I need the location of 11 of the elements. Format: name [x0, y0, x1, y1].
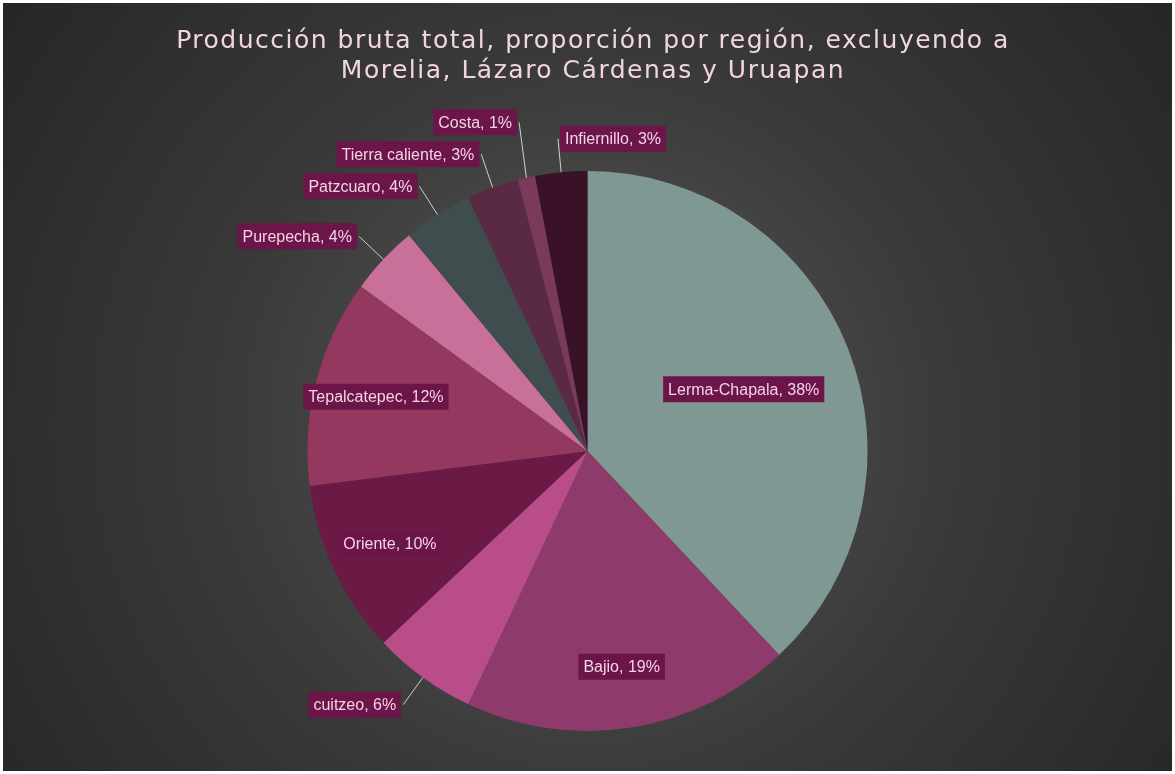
- slice-label: Purepecha, 4%: [242, 227, 352, 245]
- slice-label: Costa, 1%: [438, 113, 513, 131]
- chart-title: Producción bruta total, proporción por región, excluyendo a Morelia, Lázaro Cárdenas y Uruapan: [175, 25, 1011, 85]
- slice-label: Patzcuaro, 4%: [308, 177, 413, 195]
- slice-label: Lerma-Chapala, 38%: [668, 380, 820, 398]
- slice-label: Bajio, 19%: [583, 658, 660, 676]
- slice-label: cuitzeo, 6%: [313, 696, 397, 714]
- slice-label: Tierra caliente, 3%: [341, 145, 475, 163]
- slice-label: Infiernillo, 3%: [564, 130, 662, 148]
- slice-label: Tepalcatepec, 12%: [308, 388, 444, 406]
- slice-label: Oriente, 10%: [343, 535, 437, 553]
